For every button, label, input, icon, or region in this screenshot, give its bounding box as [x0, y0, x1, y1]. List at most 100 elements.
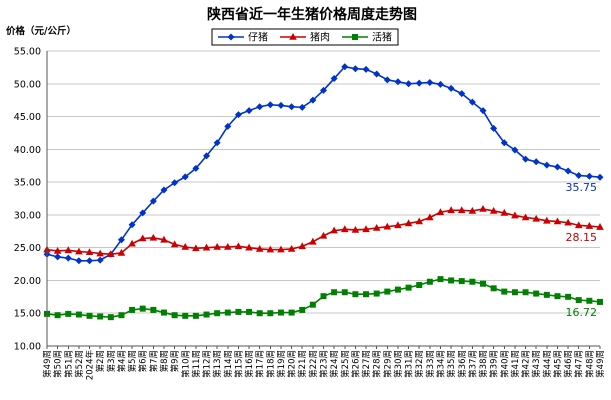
data-point: [289, 33, 297, 40]
x-tick-label: 第36周: [457, 350, 468, 378]
x-axis-ticks: 第49周 第50周 第51周 第52周 2024年 第2周 第3周 第4周 第5周 第6周 第7周第…: [42, 346, 606, 380]
data-point: [234, 111, 242, 119]
data-point: [255, 244, 264, 252]
data-point: [489, 206, 498, 214]
data-point: [85, 248, 94, 256]
data-point: [117, 248, 126, 256]
data-point: [288, 309, 295, 316]
data-point: [319, 231, 328, 239]
x-tick-label: 第52周: [74, 350, 85, 378]
data-point: [500, 139, 508, 147]
data-point: [404, 219, 413, 227]
x-tick-label: 第38周: [478, 350, 489, 378]
data-point: [192, 312, 199, 319]
data-point: [224, 122, 232, 130]
data-point: [117, 236, 125, 244]
legend-label: 猪肉: [310, 31, 330, 44]
data-point: [267, 310, 274, 317]
data-point: [479, 204, 487, 212]
data-point: [65, 310, 72, 317]
legend: 仔猪 猪肉 活猪: [211, 28, 399, 46]
data-point: [287, 244, 296, 252]
y-tick-label: 20.00: [14, 276, 41, 287]
data-point: [214, 310, 221, 317]
x-tick-label: 第11周: [191, 350, 202, 378]
data-point: [75, 257, 83, 265]
data-point: [64, 246, 73, 254]
x-tick-label: 第35周: [446, 350, 457, 378]
data-point: [490, 285, 497, 292]
x-tick-label: 第28周: [372, 350, 383, 378]
data-point: [373, 290, 380, 297]
data-point: [277, 101, 285, 109]
data-point: [160, 309, 167, 316]
data-point: [468, 206, 477, 214]
data-point: [574, 221, 583, 229]
data-point: [436, 208, 445, 216]
data-point: [522, 289, 529, 296]
data-point: [394, 78, 402, 86]
data-point: [416, 282, 423, 289]
x-tick-label: 第49周: [595, 350, 606, 378]
data-point: [575, 172, 583, 180]
data-point: [86, 312, 93, 319]
data-point: [192, 244, 200, 252]
x-tick-label: 2024年: [85, 350, 96, 381]
data-point: [383, 222, 392, 230]
data-point: [75, 247, 83, 255]
data-point: [543, 161, 551, 169]
x-tick-label: 第12周: [202, 350, 213, 378]
data-point: [468, 98, 476, 106]
data-point: [532, 214, 540, 222]
data-point: [192, 164, 200, 172]
data-point: [521, 213, 530, 221]
legend-item: 猪肉: [280, 31, 330, 44]
x-tick-label: 第15周: [233, 350, 244, 378]
data-point: [213, 139, 221, 147]
x-tick-label: 第18周: [265, 350, 276, 378]
data-point: [553, 163, 561, 171]
y-tick-label: 25.00: [14, 243, 41, 254]
data-point: [139, 209, 147, 217]
end-value-label: 28.15: [566, 231, 598, 244]
x-tick-label: 第2周: [95, 350, 106, 372]
data-point: [86, 257, 94, 265]
data-point: [266, 245, 275, 253]
x-tick-label: 第40周: [499, 350, 510, 378]
y-tick-label: 35.00: [14, 178, 41, 189]
data-point: [256, 310, 263, 317]
legend-label: 活猪: [372, 32, 392, 44]
data-point: [586, 297, 593, 304]
data-point: [203, 152, 211, 160]
data-point: [351, 225, 360, 233]
end-labels: 35.75 28.15 16.72: [566, 181, 598, 319]
data-point: [54, 253, 62, 261]
x-tick-label: 第34周: [435, 350, 446, 378]
data-point: [129, 306, 136, 313]
data-point: [202, 243, 211, 251]
data-point: [266, 101, 274, 109]
data-point: [585, 172, 593, 180]
x-tick-label: 第41周: [510, 350, 521, 378]
data-point: [511, 211, 519, 219]
data-point: [436, 80, 444, 88]
data-point: [363, 291, 370, 298]
x-tick-label: 第20周: [287, 350, 298, 378]
y-tick-label: 45.00: [14, 112, 41, 123]
x-tick-label: 第31周: [404, 350, 415, 378]
data-point: [246, 308, 253, 315]
data-point: [500, 208, 509, 216]
legend-item: 活猪: [342, 32, 392, 44]
data-point: [235, 308, 242, 315]
x-tick-label: 第3周: [106, 350, 117, 372]
data-point: [437, 276, 444, 283]
x-tick-label: 第21周: [297, 350, 308, 378]
data-point: [309, 96, 317, 104]
data-point: [331, 289, 338, 296]
data-point: [447, 206, 455, 214]
data-point: [320, 86, 327, 94]
series-layer: [43, 63, 604, 321]
data-point: [458, 278, 465, 285]
